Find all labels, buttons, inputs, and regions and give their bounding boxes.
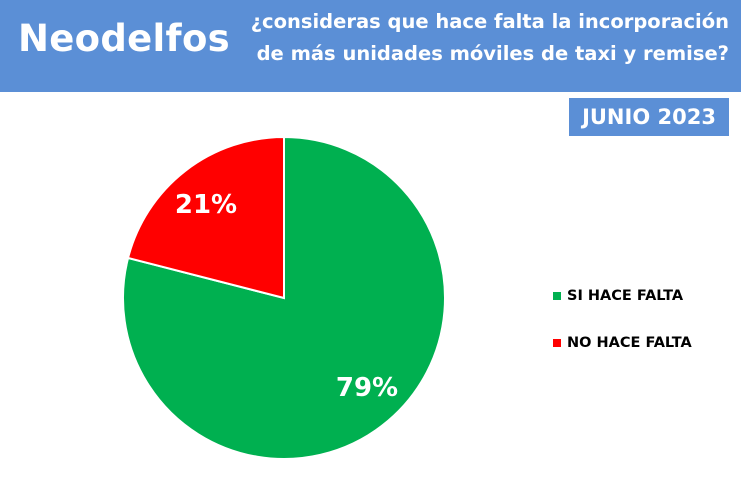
legend-label-no: NO HACE FALTA <box>567 335 692 351</box>
legend: SI HACE FALTA NO HACE FALTA <box>553 285 692 379</box>
pie-labels: 79% 21% <box>175 190 398 403</box>
date-badge: JUNIO 2023 <box>569 98 729 136</box>
survey-question: ¿consideras que hace falta la incorporac… <box>229 6 729 70</box>
legend-swatch-si <box>553 292 561 300</box>
survey-question-line-2: de más unidades móviles de taxi y remise… <box>256 42 729 65</box>
legend-item-no: NO HACE FALTA <box>553 332 692 354</box>
legend-item-si: SI HACE FALTA <box>553 285 692 307</box>
legend-swatch-no <box>553 339 561 347</box>
pie-slices <box>122 135 446 460</box>
survey-question-line-1: ¿consideras que hace falta la incorporac… <box>250 10 729 33</box>
pie-label-si: 79% <box>336 373 398 403</box>
brand-title: Neodelfos <box>18 17 230 60</box>
legend-label-si: SI HACE FALTA <box>567 288 684 304</box>
header-bar: Neodelfos ¿consideras que hace falta la … <box>0 0 741 92</box>
pie-slice-no <box>126 135 285 300</box>
pie-label-no: 21% <box>175 190 237 220</box>
